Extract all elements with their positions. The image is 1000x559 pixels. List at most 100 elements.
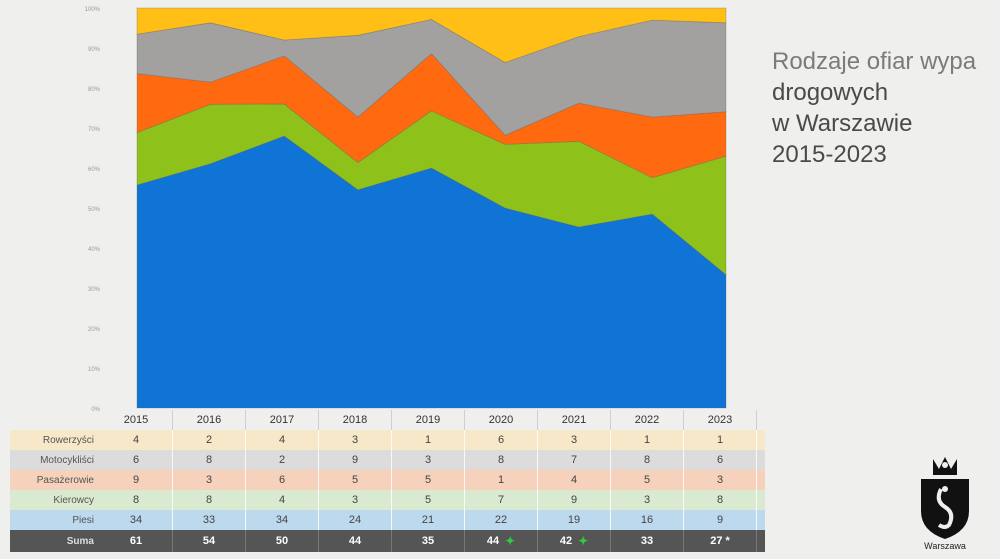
year-header: 2015 [100, 410, 173, 430]
sum-cell: 42 ✦ [538, 530, 611, 552]
area-series-4 [136, 7, 727, 63]
table-cell: 1 [611, 430, 684, 450]
sum-value: 33 [640, 535, 654, 547]
y-tick-label: 40% [88, 247, 101, 253]
sum-value: 54 [202, 535, 216, 547]
sum-cell: 54 [173, 530, 246, 552]
year-header: 2020 [465, 410, 538, 430]
table-cell: 9 [319, 450, 392, 470]
table-cell: 3 [538, 430, 611, 450]
asterisk-mark: * [725, 535, 730, 547]
table-cell: 8 [465, 450, 538, 470]
y-tick-label: 10% [88, 367, 101, 373]
series-label: Rowerzyści [42, 434, 94, 446]
year-header: 2023 [684, 410, 757, 430]
table-cell: 22 [465, 510, 538, 530]
table-cell: 3 [319, 430, 392, 450]
table-cell: 4 [538, 470, 611, 490]
table-cell: 4 [100, 430, 173, 450]
table-row: Piesi 34 33 34 24 21 22 19 16 9 [10, 510, 765, 530]
sum-cell: 61 [100, 530, 173, 552]
sum-value: 44 [348, 535, 362, 547]
sum-row: Suma 61 54 50 44 35 44 ✦ 42 ✦ 33 27 * [10, 530, 765, 552]
sum-cell: 44 [319, 530, 392, 552]
y-tick-label: 80% [88, 87, 101, 93]
title-line-2: drogowych [772, 79, 889, 106]
year-header: 2016 [173, 410, 246, 430]
table-cell: 16 [611, 510, 684, 530]
table-cell: 2 [173, 430, 246, 450]
year-header: 2019 [392, 410, 465, 430]
table-cell: 6 [246, 470, 319, 490]
title-line-3: w Warszawie [772, 110, 913, 137]
table-row: Motocykliści 6 8 2 9 3 8 7 8 6 [10, 450, 765, 470]
sum-value: 27 [710, 535, 723, 547]
table-row: Pasażerowie 9 3 6 5 5 1 4 5 3 [10, 470, 765, 490]
table-cell: 3 [173, 470, 246, 490]
table-cell: 33 [173, 510, 246, 530]
table-cell: 3 [684, 470, 757, 490]
year-header: 2021 [538, 410, 611, 430]
title-line-1: Rodzaje ofiar wypa [772, 48, 977, 75]
table-cell: 9 [538, 490, 611, 510]
table-header-row: 2015 2016 2017 2018 2019 2020 2021 2022 2023 [10, 410, 765, 430]
table-cell: 5 [319, 470, 392, 490]
year-header: 2022 [611, 410, 684, 430]
sum-cell: 33 [611, 530, 684, 552]
table-cell: 8 [100, 490, 173, 510]
table-cell: 3 [611, 490, 684, 510]
table-cell: 2 [246, 450, 319, 470]
table-cell: 1 [465, 470, 538, 490]
sum-value: 35 [421, 535, 435, 547]
logo-text: Warszawa [924, 541, 966, 551]
table-cell: 1 [392, 430, 465, 450]
y-tick-label: 60% [88, 167, 101, 173]
series-label: Piesi [72, 514, 94, 526]
table-cell: 4 [246, 490, 319, 510]
year-header: 2018 [319, 410, 392, 430]
sum-value: 50 [275, 535, 289, 547]
table-cell: 24 [319, 510, 392, 530]
y-tick-label: 50% [88, 207, 101, 213]
table-cell: 3 [392, 450, 465, 470]
table-cell: 34 [100, 510, 173, 530]
table-cell: 4 [246, 430, 319, 450]
warsaw-coat-of-arms-icon [921, 457, 969, 539]
table-cell: 19 [538, 510, 611, 530]
y-tick-label: 70% [88, 127, 101, 133]
table-cell: 6 [100, 450, 173, 470]
table-cell: 8 [173, 490, 246, 510]
series-label: Motocykliści [40, 454, 94, 466]
table-corner [10, 410, 100, 430]
table-cell: 5 [611, 470, 684, 490]
green-star-icon: ✦ [505, 534, 516, 548]
table-cell: 3 [319, 490, 392, 510]
table-cell: 6 [465, 430, 538, 450]
table-cell: 9 [100, 470, 173, 490]
table-cell: 5 [392, 490, 465, 510]
series-label: Pasażerowie [36, 474, 94, 486]
sum-cell: 35 [392, 530, 465, 552]
sum-value: 42 [559, 535, 573, 547]
table-cell: 7 [465, 490, 538, 510]
sum-cell: 27 * [684, 530, 757, 552]
table-row: Rowerzyści 4 2 4 3 1 6 3 1 1 [10, 430, 765, 450]
table-cell: 6 [684, 450, 757, 470]
table-cell: 8 [173, 450, 246, 470]
y-tick-label: 0% [91, 407, 100, 412]
sum-cell: 44 ✦ [465, 530, 538, 552]
table-row: Kierowcy 8 8 4 3 5 7 9 3 8 [10, 490, 765, 510]
table-cell: 9 [684, 510, 757, 530]
green-star-icon: ✦ [578, 534, 589, 548]
table-cell: 1 [684, 430, 757, 450]
y-tick-label: 30% [88, 287, 101, 293]
sum-label: Suma [66, 535, 94, 547]
y-tick-label: 90% [88, 47, 101, 53]
table-cell: 7 [538, 450, 611, 470]
table-cell: 21 [392, 510, 465, 530]
area-chart: 0% 10% 20% 30% 40% 50% 60% 70% 80% 90% 100% [85, 7, 727, 412]
slide-title: Rodzaje ofiar wypa drogowych w Warszawie… [772, 46, 1000, 170]
title-line-4: 2015-2023 [772, 141, 887, 168]
sum-cell: 50 [246, 530, 319, 552]
